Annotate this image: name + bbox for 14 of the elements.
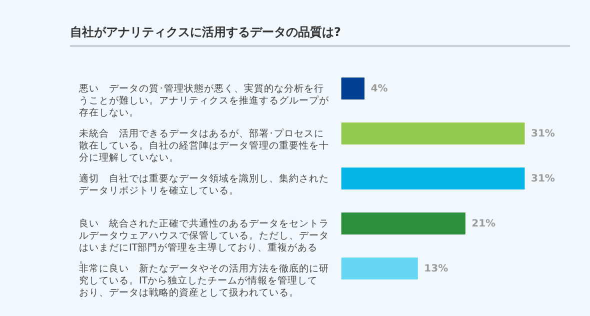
bar <box>340 212 466 235</box>
data-label: 4% <box>370 84 388 94</box>
bar <box>340 77 365 100</box>
data-label: 21% <box>472 218 496 230</box>
data-label: 31% <box>531 174 555 184</box>
y-tick-label: 適切 自社では重要なデータ領域を識別し、集約されたデータリポジトリを確立している。 <box>79 172 329 196</box>
data-label: 13% <box>424 264 448 274</box>
bar <box>340 257 418 280</box>
bar <box>340 122 526 145</box>
bar <box>340 167 526 190</box>
y-tick-label: 悪い データの質･管理状態が悪く、実質的な分析を行うことが難しい。アナリティクスを推進するグループが存在しない。 <box>78 82 330 118</box>
y-tick-label: 未統合 活用できるデータはあるが、部署･プロセスに散在している。自社の経営陣はデータ管理の重要性を十分に理解していない。 <box>79 128 329 164</box>
text: 自社がアナリティクスに活用するデータの品質は? <box>70 25 341 39</box>
data-label: 31% <box>531 128 555 140</box>
